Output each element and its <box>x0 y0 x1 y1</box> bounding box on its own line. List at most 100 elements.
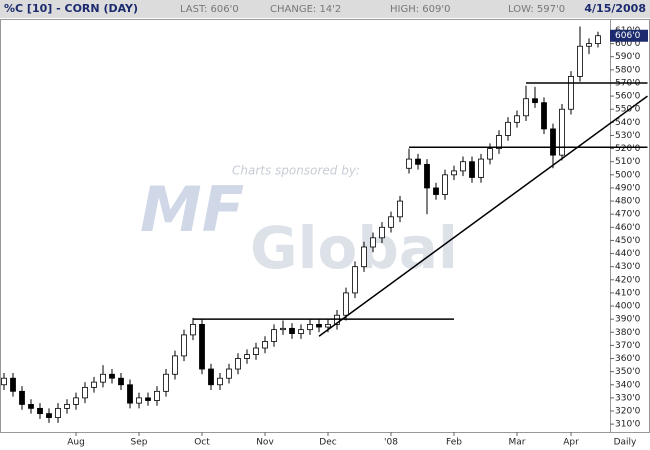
y-tick-label: 470'0 <box>615 210 641 220</box>
candle-body <box>46 413 52 418</box>
y-tick-label: 510'0 <box>615 157 641 167</box>
candle-body <box>595 35 601 45</box>
candle-body <box>397 200 403 218</box>
y-tick-label: 390'0 <box>615 315 641 325</box>
y-tick-label: 400'0 <box>615 302 641 312</box>
candle-body <box>37 407 43 415</box>
candle-body <box>451 170 457 176</box>
candle-body <box>145 397 151 401</box>
candle-body <box>100 373 106 383</box>
y-tick-label: 580'0 <box>615 65 641 75</box>
y-tick-label: 420'0 <box>615 275 641 285</box>
candle-body <box>343 292 349 316</box>
candle-body <box>244 354 250 359</box>
candle-body <box>352 266 358 294</box>
x-tick-label: Mar <box>509 438 526 448</box>
candle-body <box>460 161 466 172</box>
candle-body <box>532 98 538 104</box>
candle-body <box>514 115 520 123</box>
candle-body <box>523 98 529 117</box>
candle-body <box>280 327 286 331</box>
header-symbol: %C [10] - CORN (DAY) <box>4 2 138 15</box>
candle-body <box>442 174 448 195</box>
y-tick-label: 590'0 <box>615 52 641 62</box>
candle-body <box>568 76 574 110</box>
y-tick-label: 500'0 <box>615 170 641 180</box>
candle-body <box>55 407 61 418</box>
y-tick-label: 360'0 <box>615 354 641 364</box>
y-tick-label: 530'0 <box>615 131 641 141</box>
y-tick-label: 480'0 <box>615 197 641 207</box>
candle-body <box>559 108 565 156</box>
x-tick-label: Feb <box>446 438 462 448</box>
candle-body <box>406 158 412 169</box>
candle-body <box>253 347 259 355</box>
x-tick-label: Oct <box>194 438 210 448</box>
candle-body <box>487 148 493 160</box>
candle-body <box>496 135 502 149</box>
x-tick-label: Dec <box>319 438 336 448</box>
x-tick-label: Aug <box>67 438 85 448</box>
candle-body <box>226 368 232 379</box>
header-high: HIGH: 609'0 <box>390 4 450 15</box>
y-tick-label: 340'0 <box>615 380 641 390</box>
candle-body <box>325 324 331 328</box>
candle-body <box>28 404 34 409</box>
y-tick-label: 600'0 <box>615 39 641 49</box>
candle-body <box>388 216 394 228</box>
candle-body <box>199 324 205 370</box>
candle-body <box>415 158 421 165</box>
candle-body <box>298 329 304 334</box>
candle-body <box>307 324 313 331</box>
candle-body <box>181 334 187 357</box>
candle-body <box>541 102 547 130</box>
header-date: 4/15/2008 <box>584 2 646 15</box>
candle-body <box>361 246 367 268</box>
candle-body <box>73 397 79 405</box>
candle-body <box>19 390 25 405</box>
y-tick-label: 380'0 <box>615 328 641 338</box>
y-tick-label: 560'0 <box>615 92 641 102</box>
candle-body <box>424 163 430 189</box>
candle-body <box>505 121 511 136</box>
y-tick-label: 430'0 <box>615 262 641 272</box>
candle-body <box>82 386 88 399</box>
x-tick-label: '08 <box>384 438 398 448</box>
y-tick-label: 320'0 <box>615 407 641 417</box>
header-bar <box>0 0 650 18</box>
x-tick-label: Sep <box>131 438 148 448</box>
x-tick-label: Apr <box>563 438 579 448</box>
x-tick-label: Nov <box>256 438 274 448</box>
candle-body <box>550 128 556 156</box>
candle-body <box>163 373 169 392</box>
candle-body <box>235 358 241 370</box>
y-tick-label: 330'0 <box>615 393 641 403</box>
header-low: LOW: 597'0 <box>508 4 565 15</box>
candle-body <box>577 45 583 77</box>
candle-body <box>190 324 196 336</box>
candle-body <box>433 187 439 195</box>
candle-body <box>109 373 115 379</box>
price-marker-label: 606'0 <box>615 31 641 41</box>
y-tick-label: 460'0 <box>615 223 641 233</box>
candle-body <box>370 237 376 248</box>
candle-body <box>271 329 277 342</box>
candle-body <box>127 384 133 404</box>
y-tick-label: 490'0 <box>615 183 641 193</box>
candle-body <box>217 377 223 386</box>
candle-body <box>478 158 484 178</box>
header-last: LAST: 606'0 <box>180 4 239 15</box>
y-tick-label: 440'0 <box>615 249 641 259</box>
candle-body <box>91 381 97 388</box>
y-tick-label: 370'0 <box>615 341 641 351</box>
candle-body <box>172 355 178 375</box>
candle-body <box>10 377 16 392</box>
candle-body <box>1 377 7 386</box>
y-tick-label: 410'0 <box>615 288 641 298</box>
candle-body <box>262 341 268 349</box>
candle-body <box>154 390 160 401</box>
candle-body <box>136 397 142 404</box>
candle-body <box>316 324 322 328</box>
